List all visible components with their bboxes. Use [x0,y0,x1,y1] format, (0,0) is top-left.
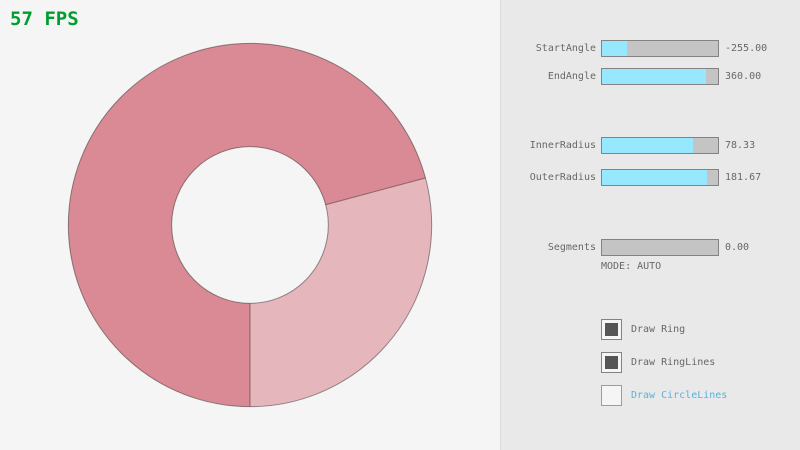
ring-sector [250,177,432,407]
checkmark-fill [605,323,618,336]
slider-value-start-angle: -255.00 [725,43,768,54]
slider-value-segments: 0.00 [725,242,750,253]
slider-label-start-angle: StartAngle [535,43,596,54]
slider-row-end-angle: EndAngle 360.00 [501,68,800,85]
checkbox-draw-circle-lines[interactable] [601,385,622,406]
slider-value-outer-radius: 181.67 [725,172,762,183]
slider-label-segments: Segments [547,242,596,253]
ring-sector [68,43,426,407]
checkbox-row-draw-ring: Draw Ring [601,319,685,340]
slider-inner-radius[interactable] [601,137,719,154]
checkbox-row-draw-circle-lines: Draw CircleLines [601,385,727,406]
slider-segments[interactable] [601,239,719,256]
checkbox-label-draw-ring-lines: Draw RingLines [631,357,716,368]
slider-outer-radius[interactable] [601,169,719,186]
slider-row-outer-radius: OuterRadius 181.67 [501,169,800,186]
slider-row-start-angle: StartAngle -255.00 [501,40,800,57]
slider-row-segments: Segments 0.00 [501,239,800,256]
ring-outline-outer [67,42,433,408]
checkmark-fill [605,356,618,369]
slider-end-angle[interactable] [601,68,719,85]
ring-boundary-line [325,177,426,206]
slider-value-inner-radius: 78.33 [725,140,756,151]
slider-label-outer-radius: OuterRadius [529,172,596,183]
slider-value-end-angle: 360.00 [725,71,762,82]
checkbox-row-draw-ring-lines: Draw RingLines [601,352,715,373]
checkbox-label-draw-ring: Draw Ring [631,324,686,335]
checkbox-draw-ring[interactable] [601,319,622,340]
slider-fill-end-angle [602,69,707,84]
slider-fill-start-angle [602,41,628,56]
checkbox-draw-ring-lines[interactable] [601,352,622,373]
slider-fill-outer-radius [602,170,708,185]
segments-mode-label: MODE: AUTO [601,261,662,272]
slider-fill-inner-radius [602,138,693,153]
slider-label-inner-radius: InnerRadius [529,140,596,151]
ring-chart [67,42,433,408]
slider-label-end-angle: EndAngle [547,71,596,82]
controls-panel: StartAngle -255.00 EndAngle 360.00 InnerRadi… [500,0,800,450]
fps-counter: 57 FPS [10,8,79,30]
checkbox-label-draw-circle-lines: Draw CircleLines [631,390,728,401]
slider-row-inner-radius: InnerRadius 78.33 [501,137,800,154]
slider-start-angle[interactable] [601,40,719,57]
ring-outline-inner [171,146,329,304]
